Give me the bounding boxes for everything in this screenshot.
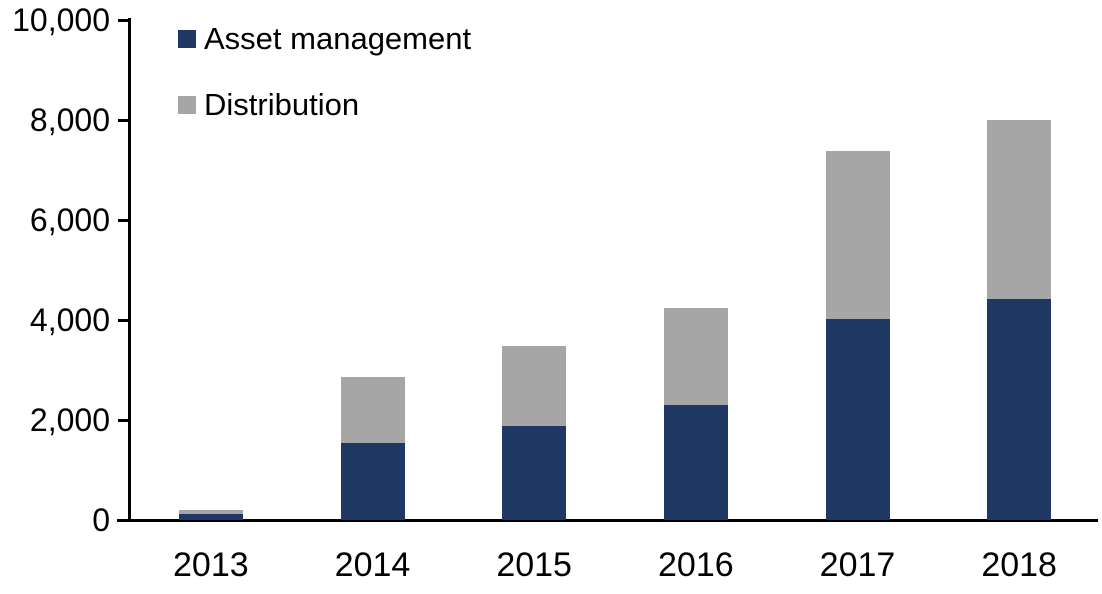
- y-axis-tick: [118, 318, 130, 322]
- y-axis-tick: [118, 418, 130, 422]
- legend-item-distribution: Distribution: [178, 87, 360, 122]
- y-axis-tick: [118, 218, 130, 222]
- y-axis-tick-label: 10,000: [12, 2, 110, 38]
- asset-management-swatch-icon: [178, 30, 196, 48]
- 2017-distribution-segment: [825, 151, 890, 319]
- 2015-distribution-segment: [502, 345, 567, 426]
- x-axis-label-2013: 2013: [173, 546, 249, 584]
- legend-label-asset-management: Asset management: [204, 21, 472, 56]
- x-axis-label-2018: 2018: [981, 546, 1057, 584]
- legend-label-distribution: Distribution: [204, 87, 360, 122]
- 2017-asset-management-segment: [825, 318, 890, 520]
- x-axis-label-2017: 2017: [819, 546, 896, 584]
- 2014-distribution-segment: [340, 377, 405, 443]
- 2016-asset-management-segment: [663, 405, 728, 520]
- distribution-swatch-icon: [178, 96, 196, 114]
- x-axis-label-2016: 2016: [658, 546, 734, 584]
- legend-item-asset-management: Asset management: [178, 21, 472, 56]
- bar-2015: [502, 345, 567, 520]
- x-axis-label-2014: 2014: [334, 546, 411, 584]
- y-axis-tick-label: 8,000: [29, 102, 110, 138]
- 2014-asset-management-segment: [340, 442, 405, 520]
- 2018-distribution-segment: [987, 120, 1052, 300]
- bar-2013: [178, 510, 243, 520]
- y-axis-line: [128, 18, 131, 522]
- x-axis-line: [117, 519, 1098, 522]
- 2013-distribution-segment: [178, 510, 243, 514]
- y-axis-tick: [118, 518, 130, 522]
- y-axis-tick: [118, 118, 130, 122]
- x-axis-label-2015: 2015: [496, 546, 572, 584]
- 2016-distribution-segment: [663, 308, 728, 405]
- bar-2016: [663, 308, 728, 520]
- bar-2017: [825, 151, 890, 520]
- 2018-asset-management-segment: [987, 299, 1052, 520]
- 2013-asset-management-segment: [178, 514, 243, 520]
- bar-2018: [987, 120, 1052, 520]
- y-axis-tick: [118, 18, 130, 22]
- y-axis-tick-label: 2,000: [29, 402, 110, 438]
- y-axis-tick-label: 6,000: [29, 202, 110, 238]
- y-axis-tick-label: 4,000: [29, 302, 110, 338]
- y-axis-tick-label: 0: [92, 502, 110, 538]
- 2015-asset-management-segment: [502, 425, 567, 520]
- bar-2014: [340, 377, 405, 520]
